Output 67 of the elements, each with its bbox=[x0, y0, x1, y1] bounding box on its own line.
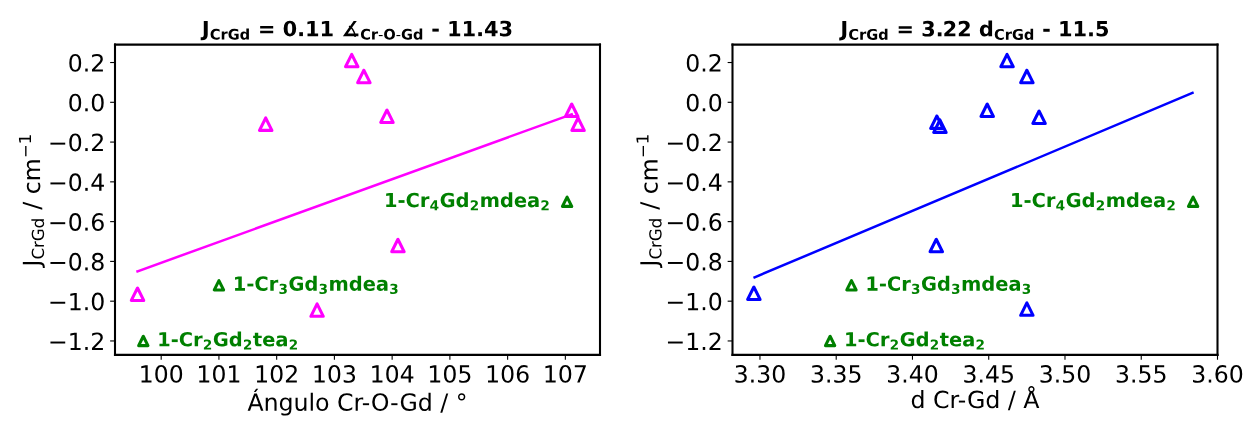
point bbox=[929, 114, 945, 130]
y-tick-label: 0.0 bbox=[686, 93, 722, 112]
y-tick-label: −1.0 bbox=[667, 292, 722, 311]
y-tick-label: −1.0 bbox=[50, 292, 104, 311]
point bbox=[257, 116, 274, 132]
point bbox=[137, 334, 150, 348]
y-tick-label: −0.2 bbox=[50, 133, 103, 152]
x-tick-label: 3.60 bbox=[1193, 365, 1243, 383]
annotation: 1-Cr$_{4}$Gd$_{2}$mdea$_{2}$ bbox=[386, 192, 549, 211]
x-tick-label: 107 bbox=[545, 365, 586, 383]
point bbox=[1019, 301, 1035, 317]
x-axis-title: Ángulo Cr-O-Gd / ° bbox=[247, 388, 466, 416]
y-tick-label: −0.4 bbox=[50, 173, 104, 192]
point bbox=[570, 116, 586, 132]
point bbox=[560, 195, 574, 208]
x-tick-label: 3.40 bbox=[887, 365, 938, 383]
x-tick-label: 3.45 bbox=[964, 365, 1013, 383]
x-tick-label: 102 bbox=[256, 365, 297, 383]
y-tick-label: −1.2 bbox=[667, 332, 721, 350]
y-tick-label: −0.8 bbox=[50, 252, 104, 271]
point bbox=[999, 52, 1015, 69]
point bbox=[746, 285, 762, 301]
point bbox=[563, 102, 580, 118]
x-tick-label: 101 bbox=[198, 365, 240, 383]
point bbox=[928, 237, 944, 254]
chart-title: J$_{CrGd}$ = 3.22 d$_{CrGd}$ - 11.5 bbox=[839, 20, 1108, 41]
x-tick-label: 3.50 bbox=[1040, 365, 1090, 383]
y-tick-label: −1.2 bbox=[50, 332, 103, 350]
y-tick-label: −0.4 bbox=[667, 173, 722, 192]
point bbox=[1031, 109, 1047, 125]
annotation: 1-Cr$_{4}$Gd$_{2}$mdea$_{2}$ bbox=[1012, 192, 1175, 211]
y-tick-label: −0.6 bbox=[50, 213, 104, 231]
x-tick-label: 3.35 bbox=[811, 365, 861, 383]
y-axis-title: J$_{CrGd}$ / cm$^{−1}$ bbox=[18, 135, 45, 268]
x-tick-label: 3.30 bbox=[735, 365, 785, 383]
annotation: 1-Cr$_{3}$Gd$_{3}$mdea$_{3}$ bbox=[235, 275, 398, 295]
y-tick-label: 0.2 bbox=[69, 53, 103, 72]
x-tick-label: 103 bbox=[314, 365, 356, 383]
chart-title: J$_{CrGd}$ = 0.11 ∡$_{Cr-O-Gd}$ - 11.43 bbox=[200, 20, 512, 41]
y-tick-label: −0.6 bbox=[667, 213, 722, 231]
y-tick-label: 0.2 bbox=[686, 53, 721, 72]
annotation: 1-Cr$_{3}$Gd$_{3}$mdea$_{3}$ bbox=[867, 275, 1031, 295]
annotation: 1-Cr$_{2}$Gd$_{2}$tea$_{2}$ bbox=[846, 331, 984, 350]
y-axis-title: J$_{CrGd}$ / cm$^{−1}$ bbox=[636, 135, 663, 268]
x-tick-label: 3.55 bbox=[1116, 365, 1166, 383]
x-tick-label: 100 bbox=[141, 365, 183, 383]
point bbox=[129, 286, 146, 302]
x-tick-label: 105 bbox=[429, 365, 471, 383]
point bbox=[356, 68, 372, 85]
point bbox=[845, 279, 858, 292]
point bbox=[390, 237, 406, 254]
y-tick-label: −0.2 bbox=[667, 133, 721, 152]
point bbox=[979, 102, 995, 118]
x-axis-title: d Cr-Gd / Å bbox=[911, 386, 1040, 411]
point bbox=[343, 52, 360, 69]
x-tick-label: 106 bbox=[487, 365, 529, 383]
point bbox=[379, 108, 395, 124]
point bbox=[212, 279, 226, 292]
y-tick-label: −0.8 bbox=[667, 252, 722, 271]
point bbox=[932, 118, 948, 134]
point bbox=[1186, 195, 1200, 208]
point bbox=[309, 302, 325, 318]
y-tick-label: 0.0 bbox=[69, 93, 104, 112]
x-tick-label: 104 bbox=[372, 365, 414, 383]
point bbox=[823, 334, 837, 348]
point bbox=[1019, 68, 1035, 85]
annotation: 1-Cr$_{2}$Gd$_{2}$tea$_{2}$ bbox=[159, 331, 297, 350]
